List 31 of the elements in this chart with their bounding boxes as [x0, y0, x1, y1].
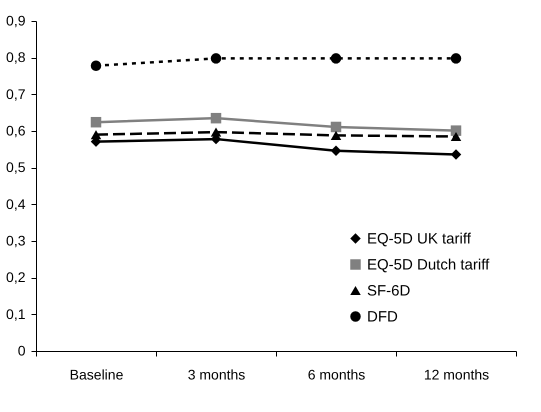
- legend-label: SF-6D: [367, 282, 411, 300]
- point: [450, 149, 462, 160]
- y-tick-label: 0,1: [6, 306, 26, 322]
- legend-label: EQ-5D UK tariff: [367, 230, 472, 248]
- point: [330, 53, 342, 64]
- legend-label: DFD: [367, 308, 398, 326]
- y-tick-label: 0,2: [6, 269, 26, 286]
- y-tick-label: 0,3: [6, 232, 26, 248]
- point: [90, 60, 102, 71]
- point: [210, 112, 222, 124]
- point: [330, 146, 342, 156]
- point: [330, 122, 342, 132]
- point: [450, 53, 462, 64]
- y-tick-label: 0: [18, 342, 26, 358]
- point: [90, 130, 102, 140]
- point: [330, 130, 342, 140]
- x-tick-label: 3 months: [188, 366, 246, 382]
- point: [210, 53, 222, 64]
- y-tick-label: 0,5: [6, 159, 26, 176]
- y-tick-label: 0,6: [6, 122, 26, 138]
- point: [210, 128, 222, 137]
- y-tick-label: 0,7: [6, 86, 26, 102]
- x-tick-label: 12 months: [424, 366, 490, 382]
- y-tick-label: 0,8: [6, 49, 26, 66]
- x-tick-label: 6 months: [308, 366, 366, 382]
- point: [90, 116, 102, 128]
- legend-label: EQ-5D Dutch tariff: [367, 256, 490, 274]
- y-tick-label: 0,4: [6, 196, 26, 212]
- point: [450, 132, 462, 142]
- y-tick-label: 0,9: [6, 12, 26, 28]
- x-tick-label: Baseline: [70, 366, 124, 382]
